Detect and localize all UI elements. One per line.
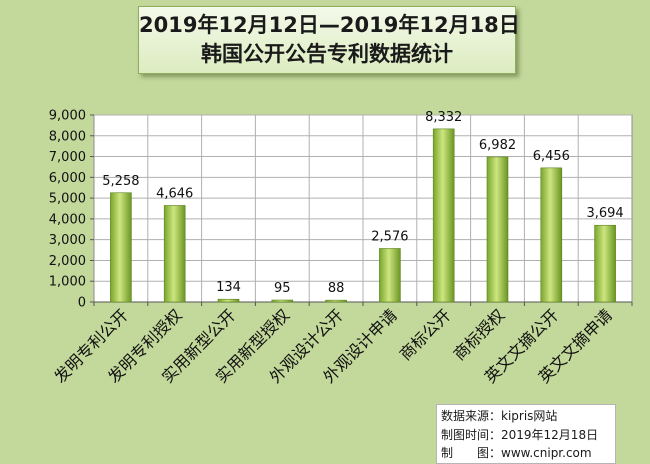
y-tick-label: 0: [78, 296, 86, 311]
bar: [594, 224, 616, 303]
source-line2: 制图时间：2019年12月18日: [441, 427, 599, 442]
bar-value-label: 3,694: [586, 206, 623, 221]
bar: [486, 156, 509, 303]
source-note: 数据来源：kipris网站 制图时间：2019年12月18日 制 图：www.c…: [436, 404, 616, 464]
bar: [540, 167, 563, 303]
bar: [271, 299, 294, 303]
y-tick-label: 1,000: [49, 275, 86, 290]
bar: [432, 128, 455, 303]
bar-value-label: 8,332: [425, 110, 462, 125]
y-tick-label: 9,000: [49, 109, 86, 124]
bar-value-label: 6,456: [533, 149, 570, 164]
bar: [217, 298, 240, 303]
bar: [110, 192, 132, 303]
source-line3: 制 图：www.cnipr.com: [441, 446, 592, 460]
chart-title-line1: 2019年12月12日—2019年12月18日: [139, 13, 520, 37]
bar-value-label: 6,982: [479, 138, 516, 153]
bar-value-label: 2,576: [371, 229, 408, 244]
x-tick-label: 商标公开: [396, 305, 455, 364]
y-tick-label: 8,000: [49, 129, 86, 144]
bar-value-label: 5,258: [102, 174, 139, 189]
bar-value-label: 95: [274, 281, 291, 296]
bar: [325, 299, 347, 303]
y-tick-label: 5,000: [49, 192, 86, 207]
y-tick-label: 2,000: [49, 254, 86, 269]
chart-title-box: 2019年12月12日—2019年12月18日 韩国公开公告专利数据统计: [138, 6, 520, 74]
y-tick-label: 7,000: [49, 150, 86, 165]
chart-title-line2: 韩国公开公告专利数据统计: [201, 42, 453, 66]
bar-value-label: 134: [216, 280, 241, 295]
y-tick-label: 6,000: [49, 171, 86, 186]
bar: [163, 205, 186, 303]
y-tick-label: 3,000: [49, 233, 86, 248]
y-tick-label: 4,000: [49, 212, 86, 227]
bar-value-label: 88: [328, 281, 345, 296]
bar-value-label: 4,646: [156, 186, 193, 201]
bar: [379, 248, 401, 303]
source-line1: 数据来源：kipris网站: [441, 409, 558, 423]
